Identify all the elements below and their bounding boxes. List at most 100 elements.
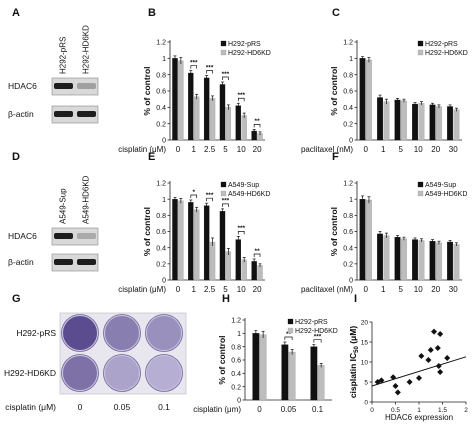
significance-bracket xyxy=(190,65,198,69)
bar xyxy=(188,72,194,141)
blot-band xyxy=(54,83,73,89)
significance-label: ** xyxy=(286,331,292,338)
significance-bracket xyxy=(206,70,213,74)
significance-bracket xyxy=(237,231,245,235)
significance-label: ** xyxy=(255,118,261,125)
y-tick-label: 1 xyxy=(349,197,353,204)
panel-letter-a: A xyxy=(12,7,20,19)
bar xyxy=(225,251,232,281)
significance-bracket xyxy=(237,97,245,102)
blot-strip xyxy=(51,77,99,96)
bar xyxy=(377,97,383,141)
significance-bracket xyxy=(190,194,198,198)
significance-bracket xyxy=(206,197,213,202)
y-axis-label: % of control xyxy=(142,66,152,115)
bar xyxy=(317,365,325,401)
colony-well xyxy=(103,314,141,352)
blot-band xyxy=(77,83,96,89)
y-axis-label: % of control xyxy=(329,207,339,256)
y-tick-label: 5 xyxy=(364,380,368,387)
panel-letter-i: I xyxy=(354,293,357,305)
significance-label: *** xyxy=(222,71,230,78)
bar xyxy=(235,239,242,281)
blot-band xyxy=(54,259,73,265)
significance-label: *** xyxy=(190,59,198,66)
data-point xyxy=(406,379,413,385)
blot-band xyxy=(77,111,96,117)
legend-entry: H292-HD6KD xyxy=(425,50,468,57)
x-tick-label: 10 xyxy=(237,145,246,154)
colony-well xyxy=(145,314,183,352)
bar xyxy=(235,105,242,141)
legend-swatch xyxy=(220,40,227,47)
bar xyxy=(257,265,263,281)
x-tick-label: 1.5 xyxy=(438,407,447,414)
x-tick-label: 0 xyxy=(176,145,181,154)
bar xyxy=(435,106,442,141)
bar xyxy=(394,99,401,141)
chart-panel-c: 0 0.2 0.4 0.6 0.8 1 1.2 % of control 0 1 5 10 20 30 pa… xyxy=(301,40,468,154)
x-axis-label: cisplatin (μm) xyxy=(193,405,241,414)
blot-row-label: β-actin xyxy=(8,109,34,119)
legend-entry: H292-pRS xyxy=(425,41,458,48)
data-point xyxy=(434,345,441,351)
bar xyxy=(412,239,418,281)
x-tick-label: 30 xyxy=(449,145,458,154)
y-tick-label: 0.6 xyxy=(231,358,241,365)
bar xyxy=(400,238,407,281)
y-tick-label: 0.6 xyxy=(343,229,353,236)
y-tick-label: 0.8 xyxy=(156,213,166,220)
x-tick-label: 20 xyxy=(253,145,262,154)
bar xyxy=(281,344,289,401)
significance-label: *** xyxy=(237,225,245,232)
y-tick-label: 0 xyxy=(162,278,166,285)
y-tick-label: 0.6 xyxy=(156,229,166,236)
colony-density xyxy=(147,356,181,390)
bar xyxy=(288,351,296,401)
y-tick-label: 0.8 xyxy=(231,344,241,351)
x-axis-label: cisplatin (μM) xyxy=(118,285,166,294)
chart-panel-e: 0 0.2 0.4 0.6 0.8 1 1.2 % of control 0 1 * 2.5 *** 5 *… xyxy=(118,181,270,294)
legend-entry: H292-pRS xyxy=(295,319,328,326)
significance-label: *** xyxy=(237,92,245,99)
x-tick-label: 1 xyxy=(417,407,421,414)
y-tick-label: 0.8 xyxy=(156,72,166,79)
bar xyxy=(219,211,226,281)
bar xyxy=(172,199,178,281)
x-tick-label: 20 xyxy=(431,145,440,154)
bar xyxy=(377,233,383,281)
legend-swatch xyxy=(417,190,424,197)
bar xyxy=(251,261,257,281)
legend-swatch xyxy=(417,181,424,188)
x-tick-label: 5 xyxy=(399,285,404,294)
x-tick-label: 10 xyxy=(414,145,423,154)
significance-label: ** xyxy=(255,248,261,255)
y-tick-label: 0 xyxy=(364,400,368,407)
panel-letter-g: G xyxy=(12,293,21,305)
x-tick-label: 2.5 xyxy=(204,285,216,294)
significance-bracket xyxy=(253,124,261,128)
x-tick-label: 0 xyxy=(364,145,369,154)
bar xyxy=(225,107,232,141)
panel-letter-c: C xyxy=(332,7,340,19)
y-tick-label: 0.8 xyxy=(343,72,353,79)
data-point xyxy=(437,331,444,337)
y-tick-label: 0 xyxy=(349,278,353,285)
y-tick-label: 0.6 xyxy=(343,89,353,96)
bar xyxy=(429,104,436,141)
bar xyxy=(203,77,210,141)
panel-letter-b: B xyxy=(148,7,156,19)
legend-swatch xyxy=(287,318,294,325)
data-point xyxy=(390,374,397,381)
data-point xyxy=(418,353,425,359)
y-tick-label: 0.4 xyxy=(231,371,241,378)
y-tick-label: 0.2 xyxy=(343,261,353,268)
bar xyxy=(447,241,453,281)
y-axis-label: % of control xyxy=(217,335,227,384)
y-tick-label: 0 xyxy=(162,138,166,145)
colony-density xyxy=(105,356,139,390)
lane-label: H292-HD6KD xyxy=(82,25,91,74)
bar xyxy=(365,59,372,141)
legend-entry: A549-Sup xyxy=(425,182,456,189)
western-blot-a: H292-pRS H292-HD6KD HDAC6 β-actin xyxy=(8,25,99,124)
